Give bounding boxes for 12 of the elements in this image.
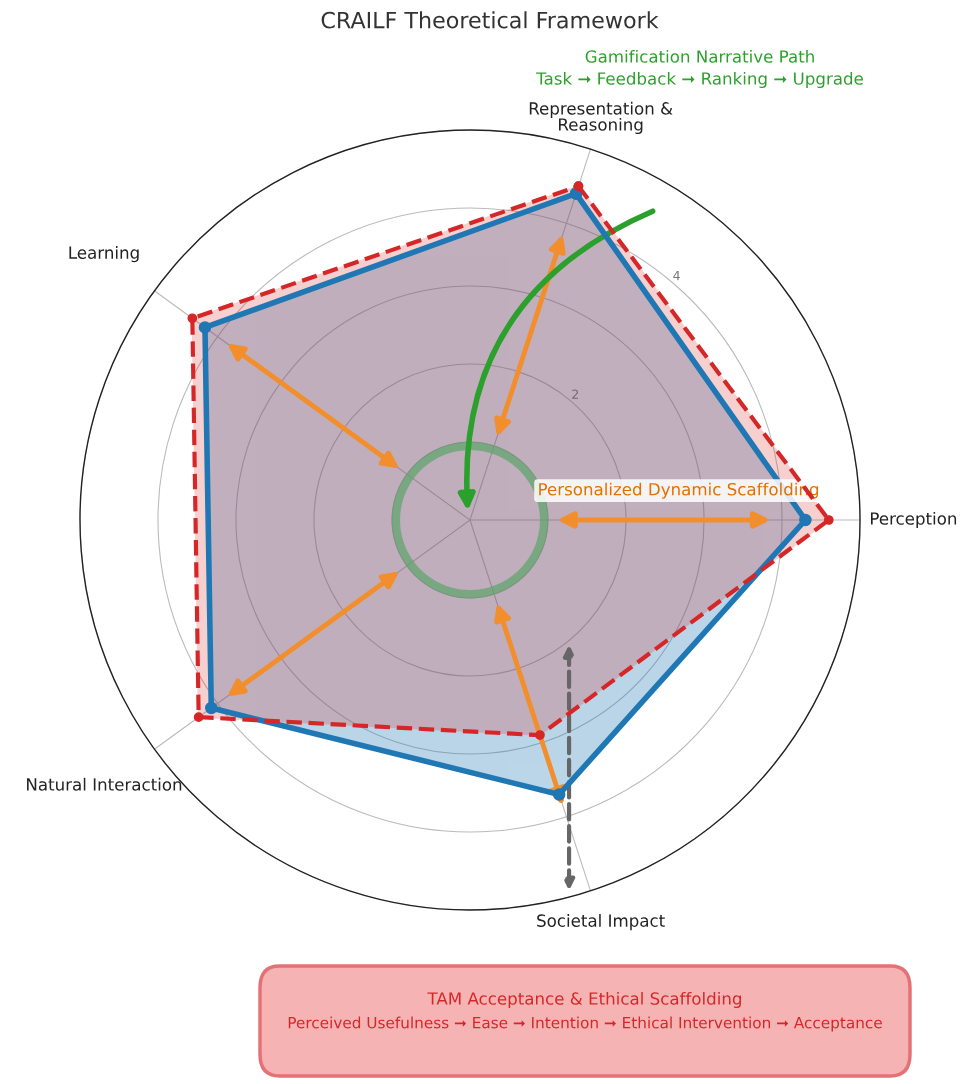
- y-tick-label: 2: [572, 389, 579, 399]
- spoke-label: Societal Impact: [537, 914, 665, 931]
- spoke-label: Representation & Reasoning: [529, 101, 673, 135]
- y-tick-label: 4: [673, 271, 680, 281]
- text: Perceived Usefulness ➞ Ease ➞ Intention ➞ Ethical Intervention ➞ Acceptance: [288, 1016, 882, 1032]
- chart-title: CRAILF Theoretical Framework: [321, 11, 659, 29]
- spoke-label: Natural Interaction: [27, 777, 182, 791]
- spoke-label: Perception: [871, 511, 957, 529]
- spoke-label: Learning: [69, 246, 139, 263]
- text: Gamification Narrative Path: [585, 49, 814, 63]
- text: Task ➞ Feedback ➞ Ranking ➞ Upgrade: [536, 71, 863, 89]
- text: TAM Acceptance & Ethical Scaffolding: [427, 991, 741, 1009]
